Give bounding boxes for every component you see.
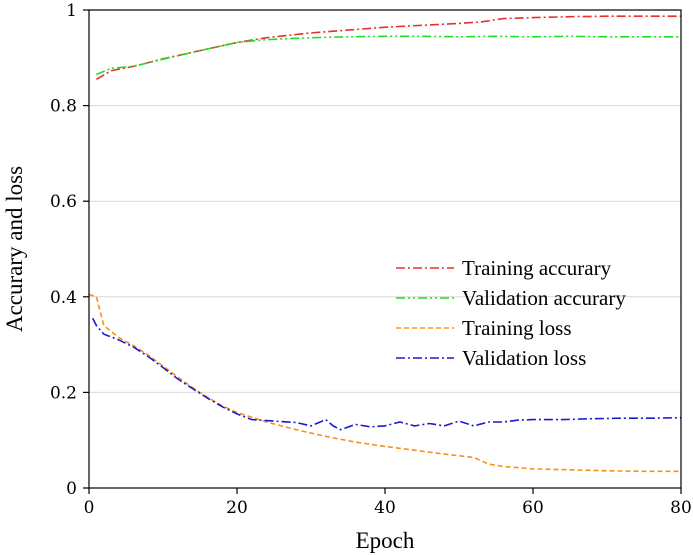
series-line-validation-accurary bbox=[96, 35, 681, 76]
tick-labels: 0 20 40 60 80 0 0.2 0.4 0.6 0.8 1 bbox=[50, 1, 692, 518]
x-tick-label: 0 bbox=[84, 498, 95, 518]
y-tick-label: 0.2 bbox=[50, 383, 77, 403]
legend-label-training-accurary: Training accurary bbox=[462, 256, 612, 280]
x-tick-label: 60 bbox=[522, 498, 544, 518]
y-tick-label: 0.6 bbox=[50, 192, 77, 212]
legend: Training accurary Validation accurary Trai… bbox=[396, 256, 626, 370]
x-tick-label: 20 bbox=[226, 498, 248, 518]
legend-label-validation-accurary: Validation accurary bbox=[462, 286, 626, 310]
x-tick-label: 40 bbox=[374, 498, 396, 518]
y-tick-label: 1 bbox=[66, 1, 77, 21]
legend-label-validation-loss: Validation loss bbox=[462, 346, 586, 370]
series-line-validation-loss bbox=[91, 317, 682, 431]
y-axis-title: Accurary and loss bbox=[2, 166, 27, 332]
series-line-training-accurary bbox=[95, 15, 681, 80]
series-group bbox=[88, 15, 682, 473]
y-tick-label: 0.8 bbox=[50, 97, 77, 117]
y-tick-label: 0 bbox=[66, 479, 77, 499]
plot-frame bbox=[88, 9, 682, 489]
axis-ticks bbox=[83, 9, 682, 494]
gridlines bbox=[89, 105, 681, 393]
y-tick-label: 0.4 bbox=[50, 288, 77, 308]
x-tick-label: 80 bbox=[670, 498, 692, 518]
x-axis-title: Epoch bbox=[356, 528, 415, 553]
legend-label-training-loss: Training loss bbox=[462, 316, 572, 340]
series-line-training-loss bbox=[88, 293, 681, 473]
